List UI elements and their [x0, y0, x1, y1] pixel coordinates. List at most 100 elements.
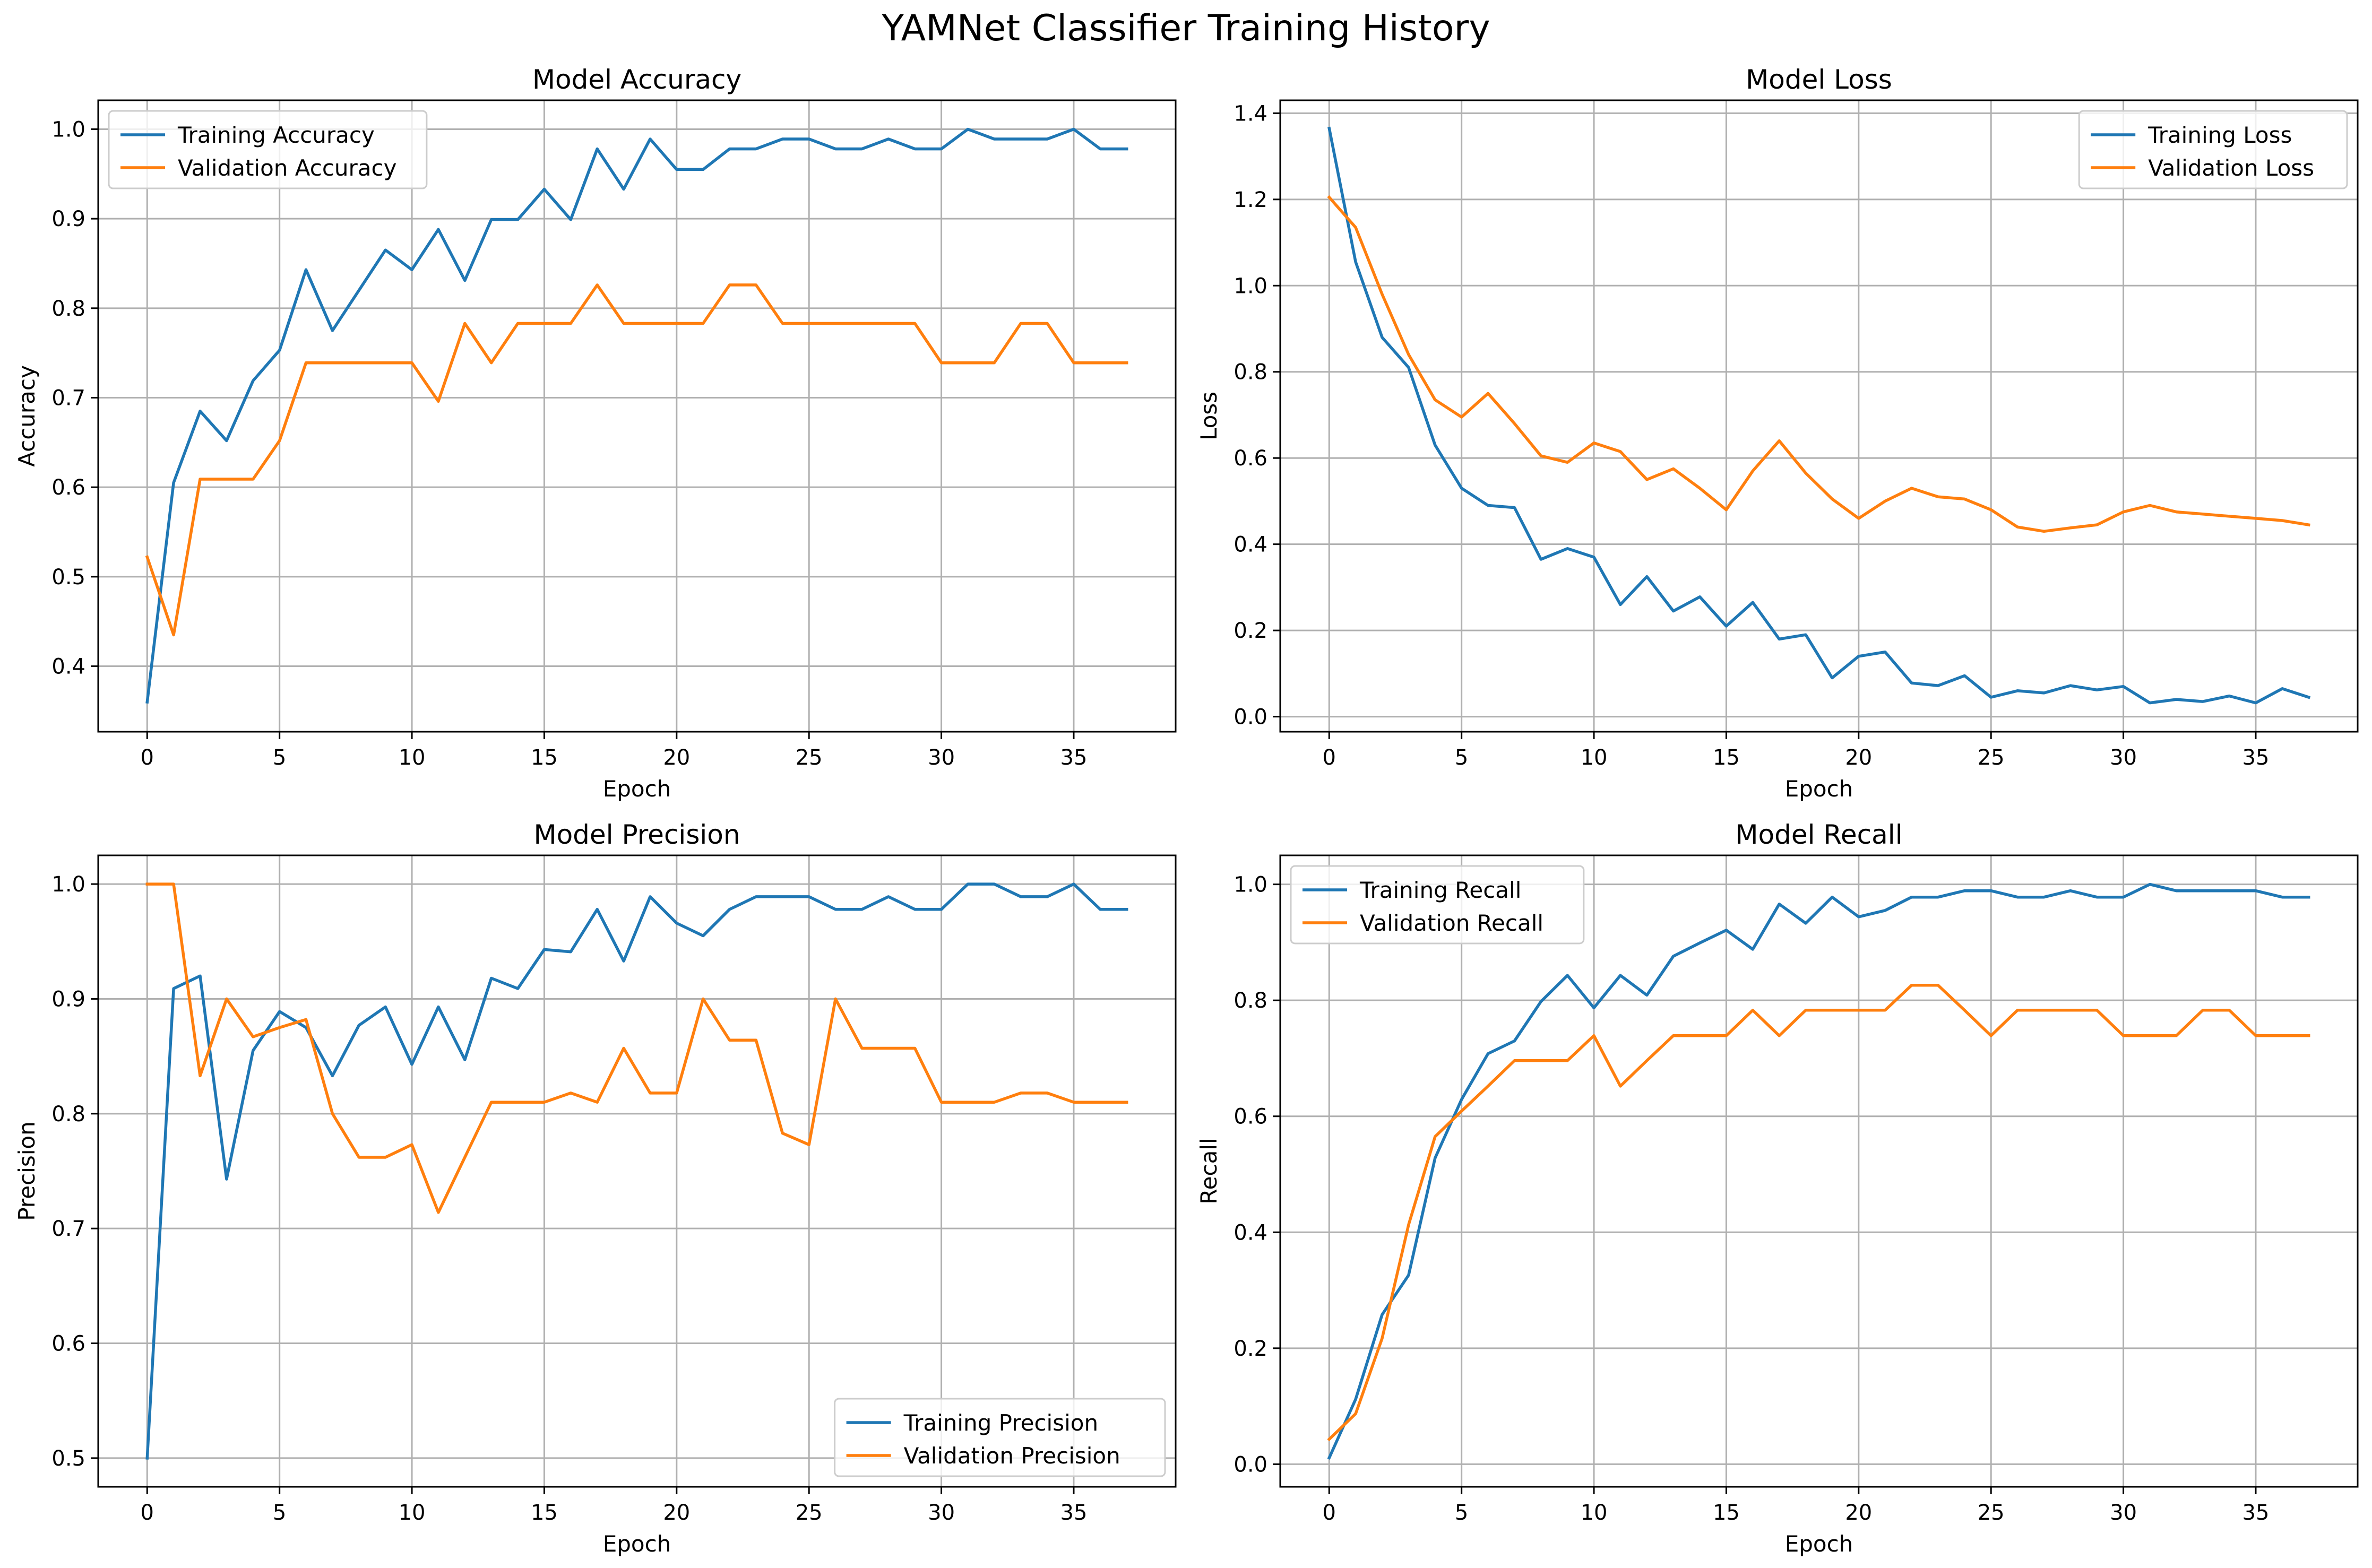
y-tick-label: 0.8 — [51, 297, 85, 321]
figure-title: YAMNet Classifier Training History — [882, 7, 1490, 49]
y-tick-label: 0.5 — [51, 1446, 85, 1471]
legend-box — [2078, 110, 2348, 189]
plot-frame — [97, 854, 1177, 1488]
x-tick-label: 20 — [663, 1501, 690, 1525]
x-tick-label: 5 — [273, 746, 286, 770]
y-tick-label: 0.8 — [51, 1102, 85, 1127]
y-tick-label: 1.0 — [1234, 274, 1267, 298]
y-tick-label: 0.8 — [1234, 360, 1267, 385]
legend: Training Loss Validation Loss — [2078, 110, 2348, 189]
legend: Training Accuracy Validation Accuracy — [108, 110, 428, 189]
series-line-training-recall — [1327, 882, 2310, 1460]
plot-title: Model Recall — [1735, 819, 1902, 850]
x-tick-label: 35 — [2242, 746, 2270, 770]
y-tick-label: 0.4 — [1234, 533, 1267, 557]
y-tick-label: 1.2 — [1234, 188, 1267, 212]
x-tick-label: 10 — [399, 1501, 426, 1525]
x-tick-label: 25 — [796, 746, 823, 770]
x-tick-label: 15 — [531, 746, 558, 770]
y-axis-label: Loss — [1196, 392, 1222, 440]
y-tick-label: 0.4 — [1234, 1220, 1267, 1245]
plot-frame — [1279, 854, 2359, 1488]
series-line-validation-accuracy — [145, 283, 1128, 637]
x-tick-label: 20 — [1845, 1501, 1872, 1525]
series-line-validation-loss — [1327, 195, 2310, 533]
x-tick-label: 25 — [1978, 746, 2005, 770]
y-tick-label: 0.7 — [51, 386, 85, 411]
series-line-training-loss — [1327, 126, 2311, 705]
legend-label-validation-recall: Validation Recall — [1360, 910, 1543, 936]
x-tick-label: 15 — [1713, 1501, 1740, 1525]
x-tick-label: 10 — [1581, 1501, 1608, 1525]
y-axis-label: Accuracy — [14, 365, 40, 467]
x-tick-label: 30 — [2110, 1501, 2137, 1525]
x-tick-label: 0 — [141, 746, 154, 770]
plot-title: Model Accuracy — [532, 64, 741, 95]
x-tick-label: 10 — [399, 746, 426, 770]
precision-plot: 0 5 10 15 20 25 30 35 0.5 0.6 0.7 0.8 0.9 1.0 Epoch Pre… — [14, 819, 1177, 1557]
y-tick-label: 0.6 — [51, 475, 85, 500]
x-tick-label: 0 — [141, 1501, 154, 1525]
y-tick-label: 0.6 — [1234, 1105, 1267, 1129]
y-tick-label: 0.2 — [1234, 619, 1267, 643]
y-tick-label: 0.0 — [1234, 1452, 1267, 1477]
x-tick-label: 25 — [796, 1501, 823, 1525]
legend-label-validation-precision: Validation Precision — [904, 1443, 1120, 1469]
x-tick-label: 25 — [1978, 1501, 2005, 1525]
y-tick-label: 1.4 — [1234, 101, 1267, 126]
series-line-training-precision — [145, 882, 1128, 1460]
legend-label-training-loss: Training Loss — [2147, 122, 2292, 148]
plot-frame — [1279, 99, 2359, 733]
x-tick-label: 5 — [1455, 1501, 1468, 1525]
legend-label-validation-loss: Validation Loss — [2148, 155, 2314, 181]
plot-title: Model Loss — [1746, 64, 1892, 95]
x-tick-label: 20 — [1845, 746, 1872, 770]
y-tick-label: 1.0 — [51, 872, 85, 897]
x-tick-label: 5 — [273, 1501, 286, 1525]
x-tick-label: 35 — [1060, 746, 1088, 770]
x-tick-label: 15 — [531, 1501, 558, 1525]
y-tick-label: 0.0 — [1234, 705, 1267, 730]
y-tick-label: 0.7 — [51, 1217, 85, 1241]
y-tick-label: 0.5 — [51, 565, 85, 590]
x-tick-label: 35 — [2242, 1501, 2270, 1525]
legend-box — [834, 1398, 1166, 1477]
legend: Training Precision Validation Precision — [834, 1398, 1166, 1477]
accuracy-plot: 0 5 10 15 20 25 30 35 0.4 0.5 0.6 0.7 0.8 0.9 1.0 Epoch… — [14, 64, 1177, 802]
y-axis-label: Recall — [1196, 1138, 1222, 1204]
plot-frame — [97, 99, 1177, 733]
legend: Training Recall Validation Recall — [1290, 865, 1585, 945]
x-tick-label: 30 — [928, 746, 955, 770]
plot-title: Model Precision — [533, 819, 740, 850]
x-tick-label: 10 — [1581, 746, 1608, 770]
y-tick-label: 0.9 — [51, 987, 85, 1011]
y-tick-label: 0.4 — [51, 655, 85, 679]
x-axis-label: Epoch — [603, 776, 671, 802]
x-axis-label: Epoch — [603, 1531, 671, 1557]
y-tick-label: 0.8 — [1234, 989, 1267, 1013]
x-tick-label: 30 — [2110, 746, 2137, 770]
loss-plot: 0 5 10 15 20 25 30 35 0.0 0.2 0.4 0.6 0.8 1.0 1.2 1.4 Ep… — [1196, 64, 2359, 802]
series-line-validation-precision — [145, 882, 1128, 1214]
x-axis-label: Epoch — [1785, 776, 1853, 802]
y-tick-label: 0.2 — [1234, 1337, 1267, 1361]
legend-label-training-accuracy: Training Accuracy — [177, 122, 375, 148]
y-axis-label: Precision — [14, 1121, 40, 1220]
y-tick-label: 0.6 — [51, 1332, 85, 1356]
x-tick-label: 15 — [1713, 746, 1740, 770]
y-tick-label: 0.6 — [1234, 446, 1267, 471]
legend-label-training-recall: Training Recall — [1359, 877, 1521, 903]
legend-box — [1290, 865, 1585, 945]
x-axis-label: Epoch — [1785, 1531, 1853, 1557]
x-tick-label: 5 — [1455, 746, 1468, 770]
series-line-validation-recall — [1327, 984, 2310, 1442]
x-tick-label: 35 — [1060, 1501, 1088, 1525]
x-tick-label: 30 — [928, 1501, 955, 1525]
x-tick-label: 0 — [1323, 1501, 1336, 1525]
legend-box — [108, 110, 428, 189]
y-tick-label: 0.9 — [51, 207, 85, 231]
legend-label-validation-accuracy: Validation Accuracy — [178, 155, 397, 181]
recall-plot: 0 5 10 15 20 25 30 35 0.0 0.2 0.4 0.6 0.8 1.0 Epoch Rec… — [1196, 819, 2359, 1557]
y-tick-label: 1.0 — [51, 117, 85, 142]
